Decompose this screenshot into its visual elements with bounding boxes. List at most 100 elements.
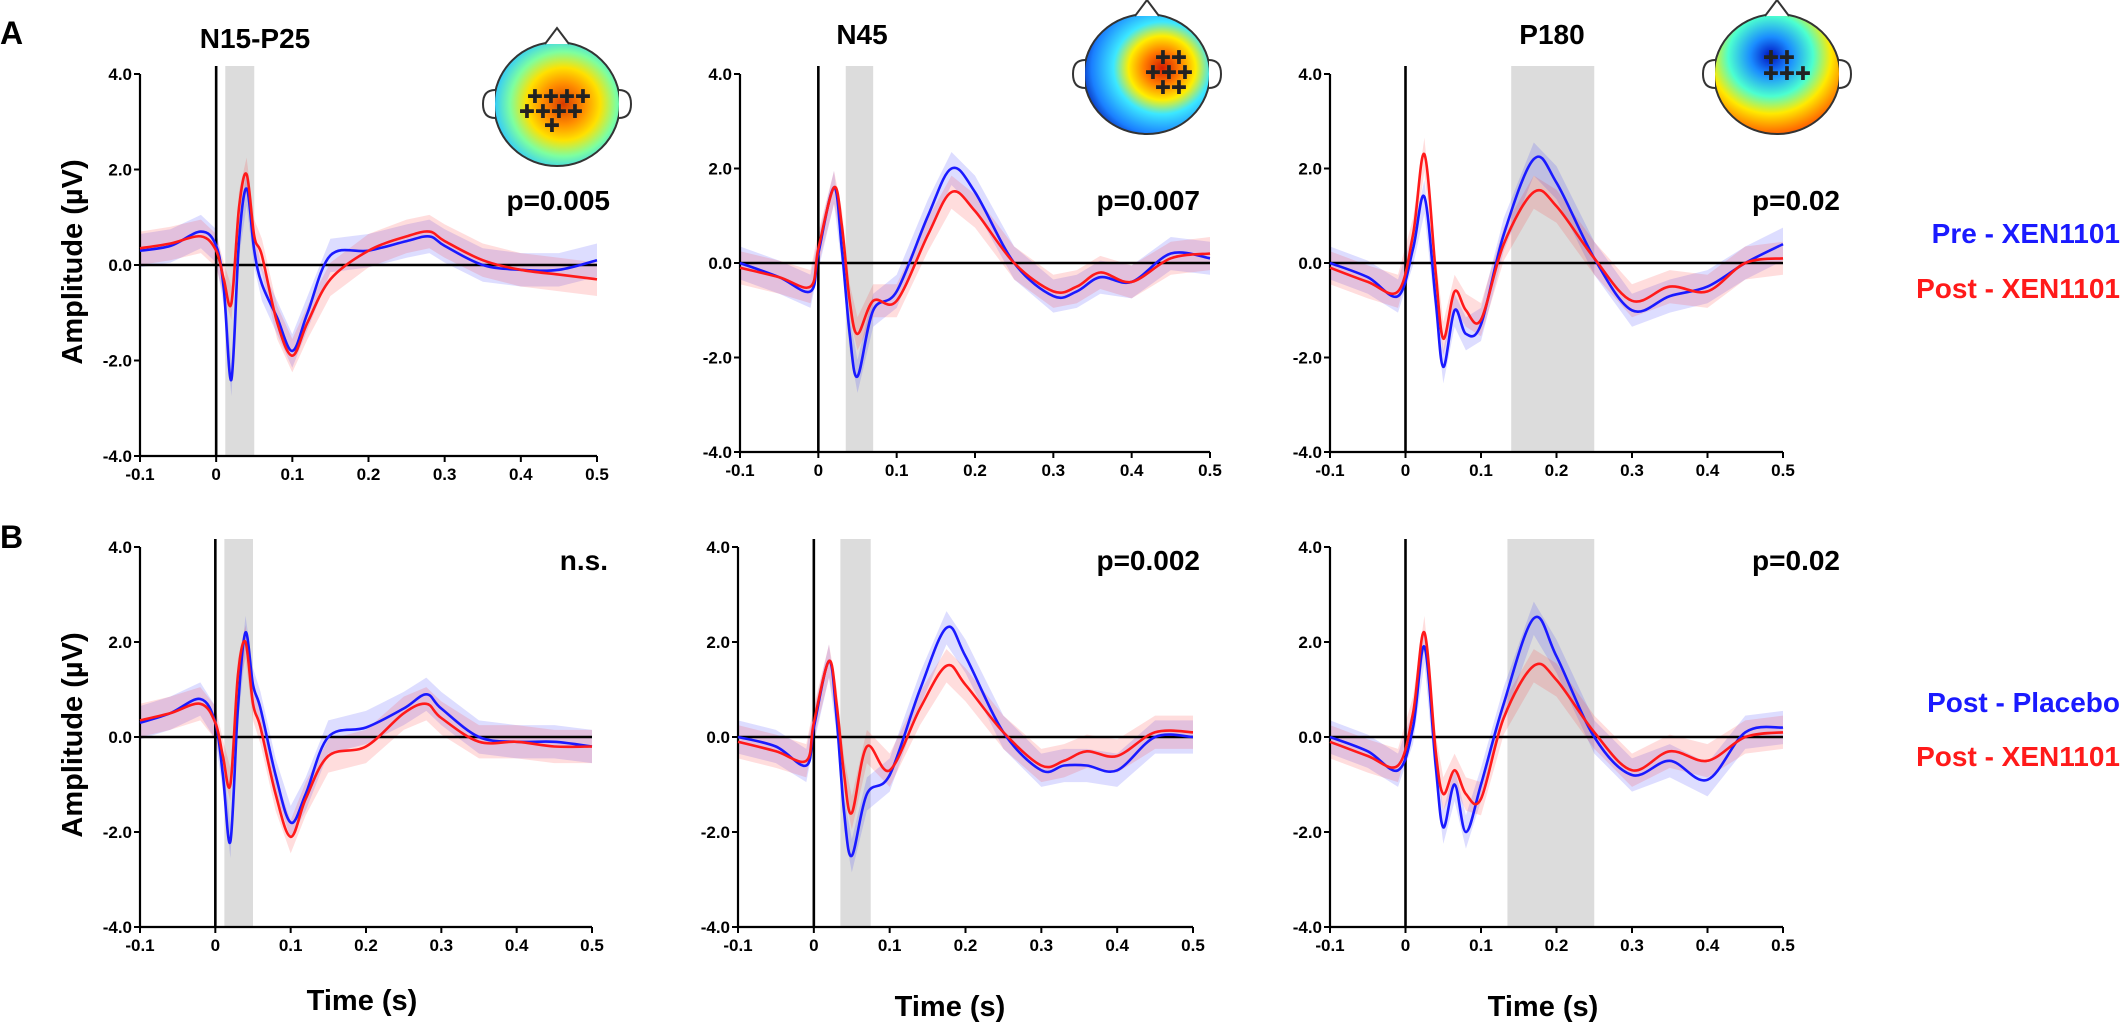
y-tick-label: 0.0 [708,254,732,273]
svg-text:✚: ✚ [544,115,560,137]
row-labels: A B [0,15,23,555]
x-tick-label: 0.1 [1469,461,1493,480]
series-line-red [737,659,1194,815]
y-tick-label: 4.0 [108,65,132,84]
erp-panel-3: 4.0 2.0 0.0 -2.0 -4.0-0.1 0 0.1 0.2 0.3 0.4 0.5 p=0… [1293,65,1840,480]
x-tick-label: 0 [809,936,818,955]
title-p180: P180 [1519,19,1584,50]
y-tick-label: 2.0 [108,161,132,180]
erp-panel-1: 4.0 2.0 0.0 -2.0 -4.0-0.1 0 0.1 0.2 0.3 0.4 0.5 p=0… [103,65,610,484]
series-line-blue [139,631,593,845]
x-tick-label: 0.2 [1545,936,1569,955]
x-tick-label: -0.1 [725,461,754,480]
x-tick-label: 0 [1401,936,1410,955]
y-tick-label: 4.0 [1298,538,1322,557]
svg-text:✚: ✚ [535,101,551,123]
error-band-2 [740,170,1210,351]
svg-text:✚: ✚ [575,86,591,108]
y-tick-label: 2.0 [1298,633,1322,652]
series-line-red [739,185,1211,336]
x-tick-label: 0.1 [281,465,305,484]
legend-b-post-xen1101: Post - XEN1101 [1916,741,2120,772]
analysis-window [1507,539,1595,927]
y-tick-label: -4.0 [103,918,132,937]
error-band-1 [1330,142,1783,384]
y-tick-label: -4.0 [1293,443,1322,462]
x-tick-label: 0.3 [1030,936,1054,955]
y-axis-labels: Amplitude (µV) Amplitude (µV) [57,159,89,837]
x-tick-label: 0.3 [1042,461,1066,480]
error-band-2 [140,625,592,854]
x-tick-label: -0.1 [723,936,752,955]
topomap-icon-p180: ✚ ✚ ✚ ✚ ✚ [1701,0,1853,135]
y-tick-label: -2.0 [1293,349,1322,368]
p-value-label: p=0.002 [1096,545,1200,576]
x-axis-labels: Time (s) Time (s) Time (s) [307,985,1599,1023]
x-tick-label: 0.1 [878,936,902,955]
ylabel-row-b: Amplitude (µV) [57,632,89,837]
x-tick-label: 0.2 [954,936,978,955]
error-band-2 [1330,615,1783,816]
y-tick-label: -2.0 [1293,823,1322,842]
erp-panels: 4.02.00.0-2.0-4.0-0.1 0 0.1 0.2 0.3 0.4 0.5p=0… [103,65,1840,955]
y-tick-label: 2.0 [708,160,732,179]
x-tick-label: 0.4 [1696,936,1720,955]
p-value-label: p=0.02 [1752,185,1840,216]
x-tick-label: 0.1 [1469,936,1493,955]
erp-panel-5: 4.0 2.0 0.0 -2.0 -4.0-0.1 0 0.1 0.2 0.3 0.4 0.5 p=0… [701,538,1205,955]
y-tick-label: -4.0 [703,443,732,462]
x-tick-label: 0.4 [509,465,533,484]
svg-text:✚: ✚ [1161,62,1177,84]
row-label-b: B [0,519,23,555]
x-tick-label: 0.5 [580,936,604,955]
svg-text:✚: ✚ [551,101,567,123]
analysis-window [1511,66,1595,452]
legend-a-pre-xen1101: Pre - XEN1101 [1932,218,2120,249]
x-tick-label: 0 [211,936,220,955]
erp-panel-4: 4.0 2.0 0.0 -2.0 -4.0-0.1 0 0.1 0.2 0.3 0.4 0.5 n.s… [103,538,608,955]
y-tick-label: 2.0 [706,633,730,652]
x-tick-label: 0.5 [1771,936,1795,955]
erp-panel-6: 4.0 2.0 0.0 -2.0 -4.0-0.1 0 0.1 0.2 0.3 0.4 0.5 p=0… [1293,538,1840,955]
y-tick-label: -4.0 [1293,918,1322,937]
svg-text:✚: ✚ [1795,63,1811,85]
y-tick-label: -2.0 [103,823,132,842]
error-band-2 [1330,137,1783,356]
x-tick-label: 0.4 [505,936,529,955]
x-tick-label: 0.3 [1620,461,1644,480]
y-tick-label: -2.0 [701,823,730,842]
analysis-window [840,539,871,927]
x-tick-label: 0.5 [1198,461,1222,480]
x-tick-label: 0.2 [963,461,987,480]
series-line-red [139,639,593,839]
xlabel-col-1: Time (s) [307,985,418,1017]
y-tick-label: 2.0 [108,633,132,652]
p-value-label: p=0.007 [1096,185,1200,216]
svg-text:✚: ✚ [1177,62,1193,84]
svg-text:✚: ✚ [1171,77,1187,99]
series-line-red [139,172,598,357]
series-line-red [1329,631,1784,806]
legends: Pre - XEN1101 Post - XEN1101 Post - Plac… [1916,218,2120,772]
x-tick-label: 0.4 [1696,461,1720,480]
series-line-red [1329,152,1784,340]
analysis-window [845,66,874,452]
xlabel-col-2: Time (s) [895,991,1006,1023]
x-tick-label: 0.4 [1120,461,1144,480]
x-tick-label: 0 [1401,461,1410,480]
y-tick-label: 4.0 [706,538,730,557]
xlabel-col-3: Time (s) [1488,991,1599,1023]
analysis-window [224,539,253,927]
y-tick-label: -4.0 [701,918,730,937]
p-value-label: p=0.02 [1752,545,1840,576]
x-tick-label: 0.5 [585,465,609,484]
y-tick-label: 0.0 [706,728,730,747]
y-tick-label: 0.0 [1298,728,1322,747]
x-tick-label: -0.1 [1315,936,1344,955]
erp-panel-2: 4.0 2.0 0.0 -2.0 -4.0-0.1 0 0.1 0.2 0.3 0.4 0.5 p=0… [703,65,1222,480]
svg-text:✚: ✚ [1155,77,1171,99]
y-tick-label: 0.0 [108,728,132,747]
series-line-blue [1329,615,1784,834]
x-tick-label: 0.3 [430,936,454,955]
error-band-1 [738,611,1193,873]
